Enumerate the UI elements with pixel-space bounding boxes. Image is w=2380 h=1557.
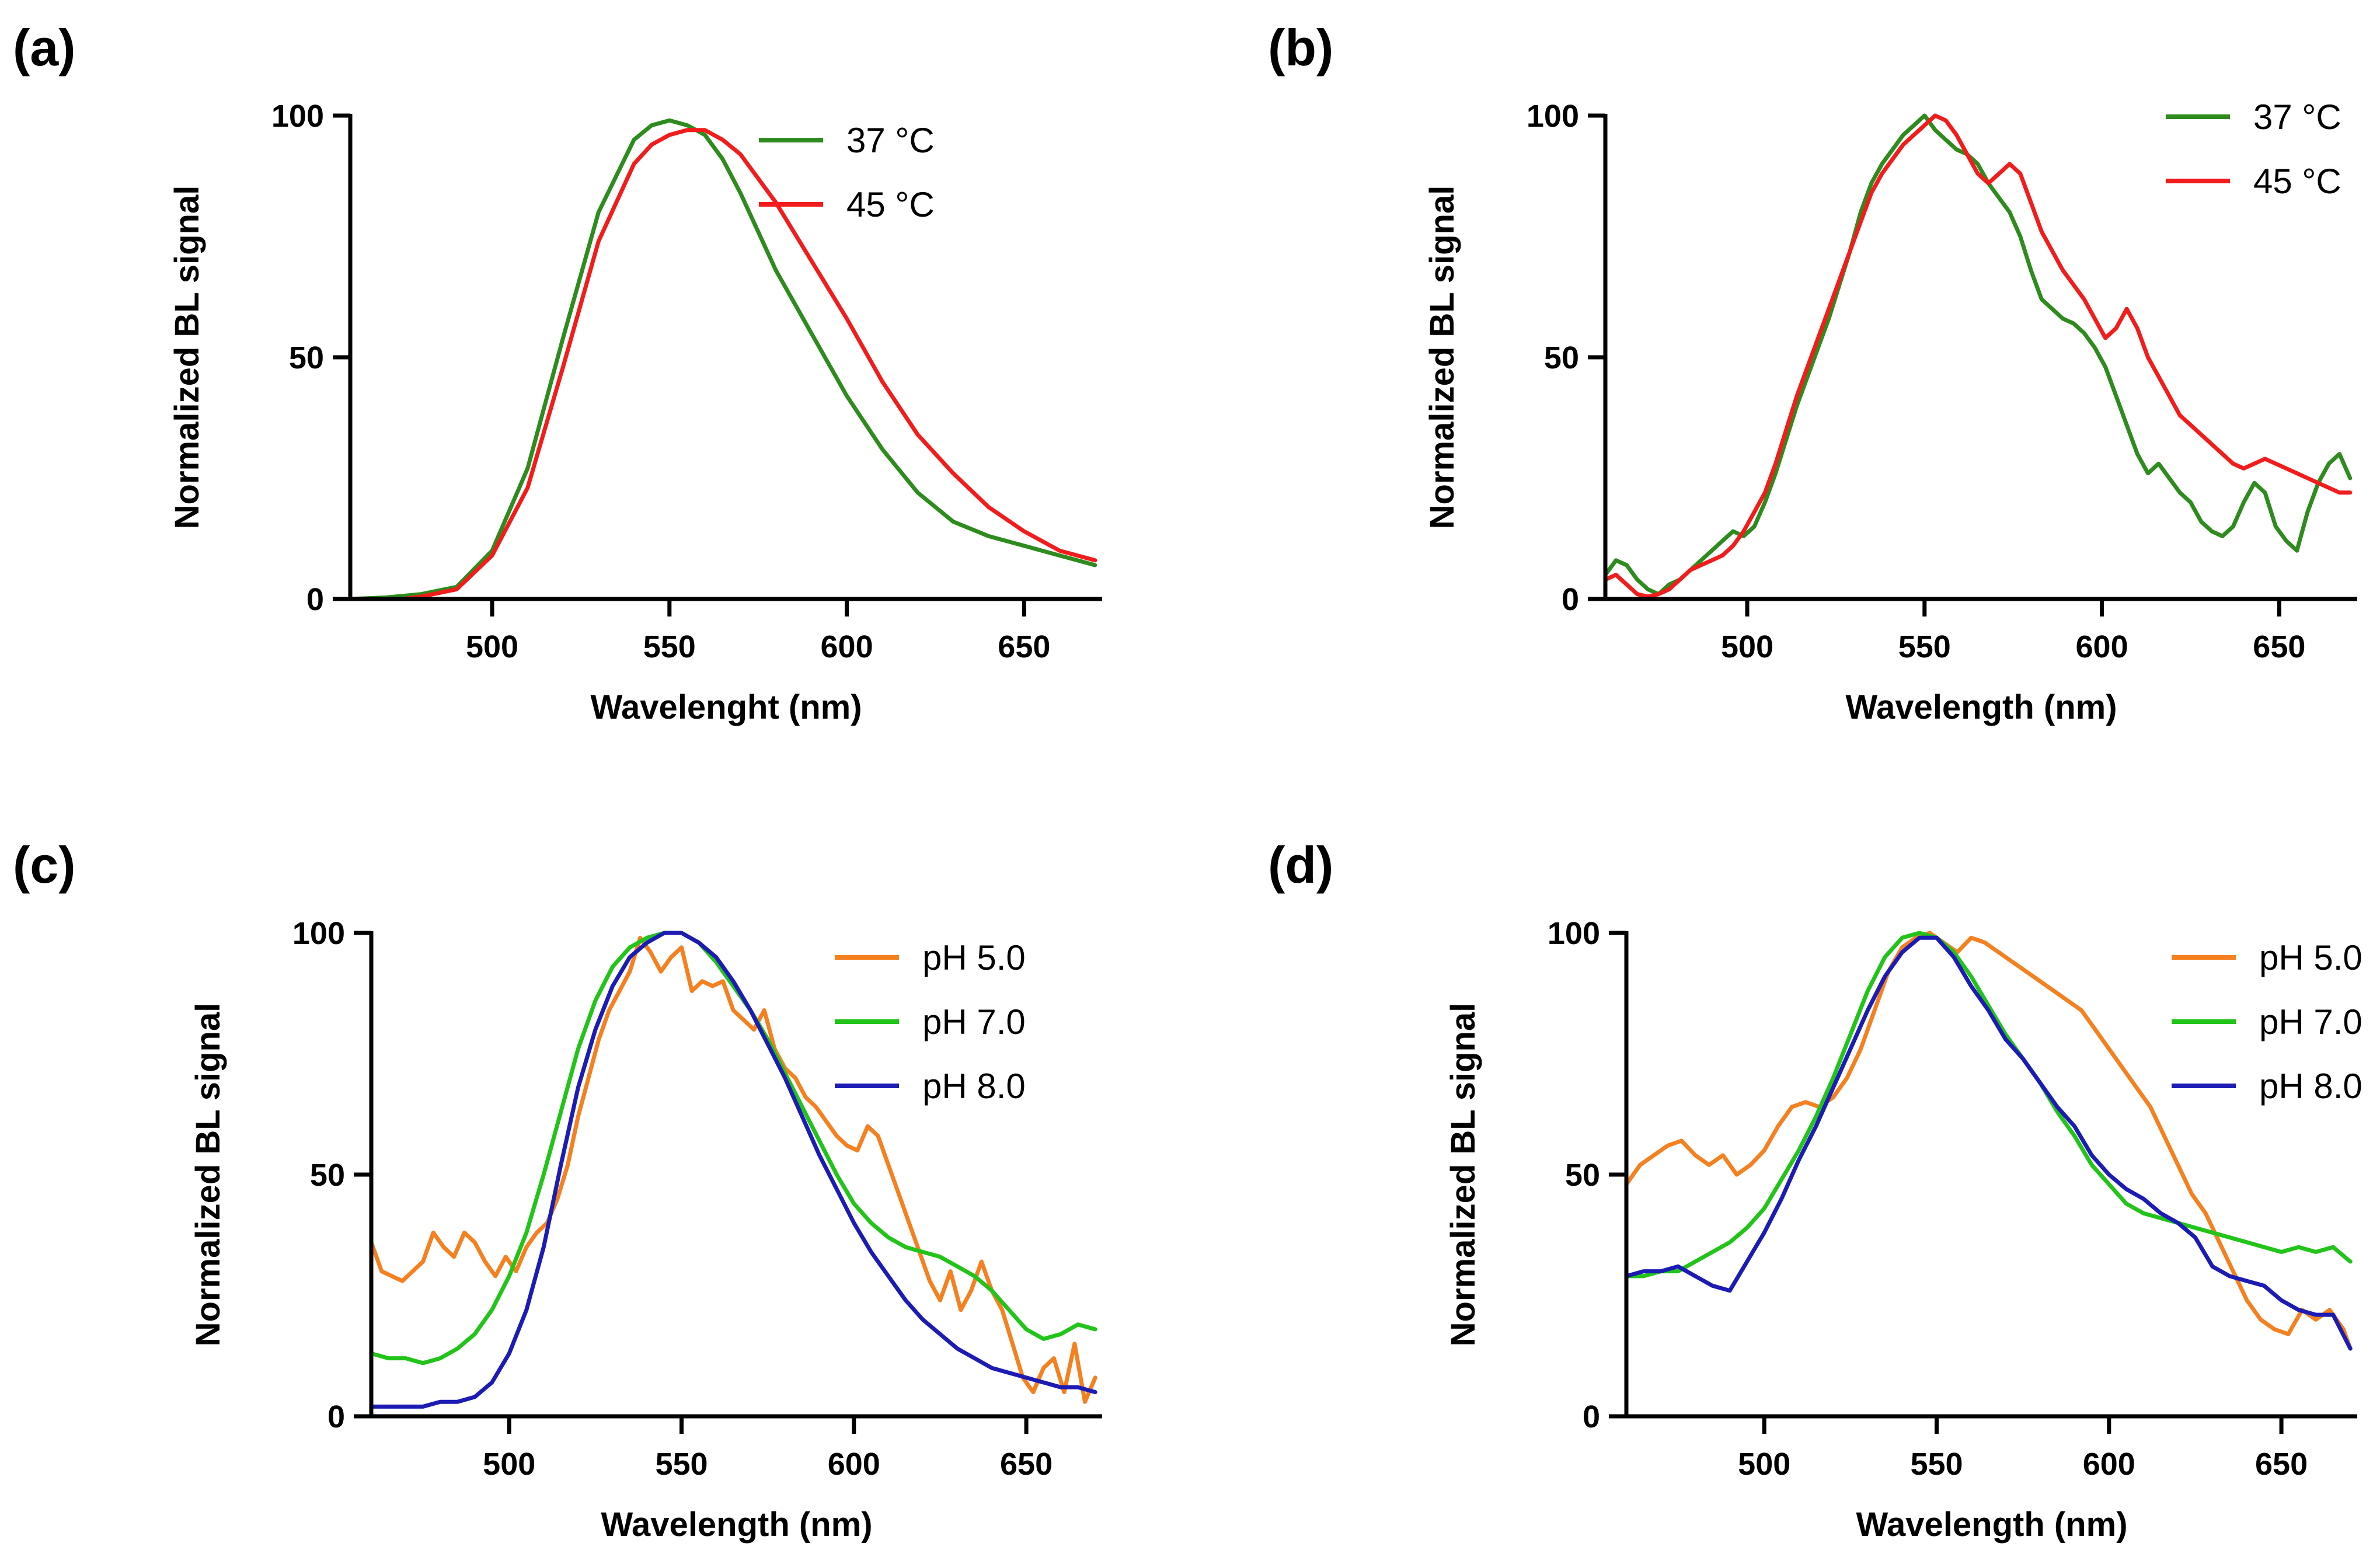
panel-label-b: (b)	[1268, 19, 1333, 76]
x-tick-label-b-600: 600	[2076, 629, 2128, 664]
y-tick-label-c-50: 50	[310, 1158, 345, 1193]
y-axis-title-d: Normalized BL signal	[1444, 1003, 1482, 1347]
y-axis-title-b: Normalized BL signal	[1423, 186, 1461, 530]
series-line-d-1	[1626, 931, 2353, 1279]
series-line-b-1	[1605, 113, 2353, 599]
x-tick-label-c-600: 600	[828, 1447, 880, 1482]
series-line-d-0	[1626, 931, 2353, 1351]
x-tick-label-b-650: 650	[2253, 629, 2305, 664]
x-axis-title-c: Wavelength (nm)	[601, 1506, 872, 1544]
y-tick-label-b-100: 100	[1527, 99, 1579, 134]
x-tick-label-c-550: 550	[655, 1447, 708, 1482]
legend-label-a-1: 45 °C	[846, 185, 935, 224]
legend-label-d-2: pH 8.0	[2259, 1067, 2362, 1106]
x-tick-label-a-600: 600	[821, 629, 873, 664]
y-tick-label-a-100: 100	[271, 99, 324, 134]
y-tick-label-a-50: 50	[289, 340, 324, 375]
x-axis-title-d: Wavelength (nm)	[1856, 1506, 2127, 1544]
x-tick-label-b-500: 500	[1721, 629, 1773, 664]
y-axis-title-c: Normalized BL signal	[189, 1003, 227, 1347]
panel-a: (a) 0 50 100 500 550 600 650 Wavelenght (nm) Norm…	[13, 19, 1102, 726]
x-tick-label-a-550: 550	[643, 629, 696, 664]
legend-label-c-1: pH 7.0	[922, 1002, 1026, 1042]
panel-label-a: (a)	[13, 19, 76, 76]
y-tick-label-c-0: 0	[327, 1399, 345, 1434]
panel-d: (d) 0 50 100 500 550 600 650 Wavelength (nm) Norm…	[1268, 836, 2362, 1544]
series-line-c-1	[371, 931, 1097, 1366]
series-line-b-0	[1605, 113, 2353, 597]
panel-label-c: (c)	[13, 836, 76, 894]
legend-label-d-1: pH 7.0	[2259, 1002, 2362, 1042]
x-tick-label-c-500: 500	[483, 1447, 535, 1482]
x-axis-title-a: Wavelenght (nm)	[590, 688, 862, 726]
x-tick-label-c-650: 650	[1000, 1447, 1053, 1482]
y-tick-label-d-0: 0	[1583, 1399, 1600, 1434]
y-tick-label-d-100: 100	[1548, 916, 1600, 951]
legend-label-d-0: pH 5.0	[2259, 938, 2362, 977]
x-axis-title-b: Wavelength (nm)	[1845, 688, 2117, 726]
panel-label-d: (d)	[1268, 836, 1333, 894]
x-tick-label-d-650: 650	[2255, 1447, 2308, 1482]
legend-label-b-0: 37 °C	[2253, 97, 2341, 137]
y-axis-title-a: Normalized BL signal	[168, 186, 206, 530]
x-tick-label-a-500: 500	[466, 629, 518, 664]
legend-label-a-0: 37 °C	[846, 121, 935, 160]
legend-label-c-2: pH 8.0	[922, 1067, 1026, 1106]
panel-b: (b) 0 50 100 500 550 600 650 Wavelength (nm) Norm…	[1268, 19, 2357, 726]
y-tick-label-b-50: 50	[1544, 340, 1579, 375]
y-tick-label-b-0: 0	[1562, 582, 1579, 617]
x-tick-label-b-550: 550	[1898, 629, 1951, 664]
series-line-a-1	[401, 128, 1097, 599]
y-tick-label-d-50: 50	[1565, 1158, 1600, 1193]
panel-c: (c) 0 50 100 500 550 600 650 Wavelength (nm) Norm…	[13, 836, 1102, 1544]
x-tick-label-d-600: 600	[2083, 1447, 2135, 1482]
legend-label-c-0: pH 5.0	[922, 938, 1026, 977]
series-line-c-0	[371, 935, 1097, 1404]
x-tick-label-d-550: 550	[1910, 1447, 1963, 1482]
x-tick-label-a-650: 650	[998, 629, 1050, 664]
y-tick-label-a-0: 0	[306, 582, 324, 617]
series-line-a-0	[350, 118, 1097, 599]
legend-label-b-1: 45 °C	[2253, 162, 2341, 201]
y-tick-label-c-100: 100	[292, 916, 345, 951]
x-tick-label-d-500: 500	[1738, 1447, 1790, 1482]
series-line-d-2	[1626, 935, 2353, 1351]
series-line-c-2	[371, 931, 1097, 1409]
